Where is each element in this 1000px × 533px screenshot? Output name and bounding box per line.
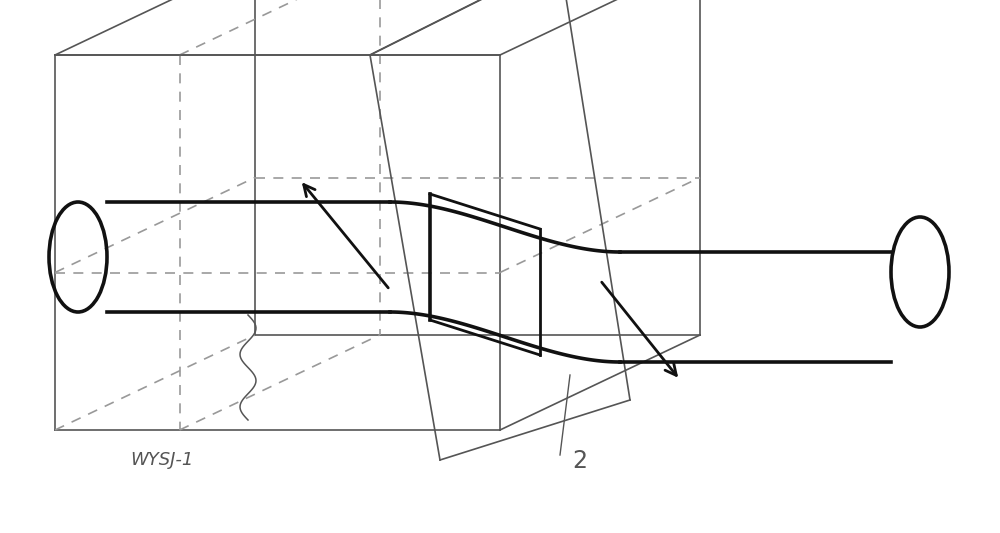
Text: WYSJ-1: WYSJ-1	[130, 451, 193, 469]
Text: 2: 2	[572, 449, 587, 473]
